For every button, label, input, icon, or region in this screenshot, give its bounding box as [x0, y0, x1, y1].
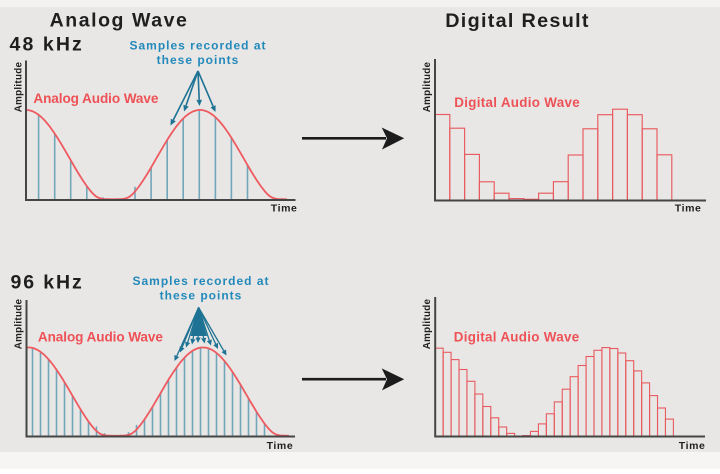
svg-text:Samples recorded at: Samples recorded at: [129, 38, 266, 52]
svg-text:Samples recorded at: Samples recorded at: [132, 274, 269, 288]
svg-text:Analog Wave: Analog Wave: [50, 10, 189, 32]
svg-text:Digital Result: Digital Result: [445, 10, 590, 32]
svg-text:Amplitude: Amplitude: [14, 298, 25, 349]
svg-text:these points: these points: [157, 53, 240, 67]
svg-text:Digital Audio Wave: Digital Audio Wave: [454, 329, 580, 344]
svg-text:Amplitude: Amplitude: [14, 61, 25, 112]
svg-text:Time: Time: [675, 203, 702, 215]
svg-text:Digital Audio Wave: Digital Audio Wave: [454, 95, 580, 110]
svg-text:Amplitude: Amplitude: [422, 298, 433, 349]
svg-text:Amplitude: Amplitude: [422, 61, 433, 112]
svg-text:Analog Audio Wave: Analog Audio Wave: [33, 91, 158, 106]
svg-text:Time: Time: [271, 203, 298, 215]
svg-text:48 kHz: 48 kHz: [10, 34, 84, 56]
svg-text:Time: Time: [267, 440, 294, 452]
svg-text:96 kHz: 96 kHz: [11, 272, 84, 294]
svg-text:Analog Audio Wave: Analog Audio Wave: [38, 329, 163, 344]
svg-text:Time: Time: [679, 440, 706, 452]
svg-text:these points: these points: [160, 288, 243, 302]
